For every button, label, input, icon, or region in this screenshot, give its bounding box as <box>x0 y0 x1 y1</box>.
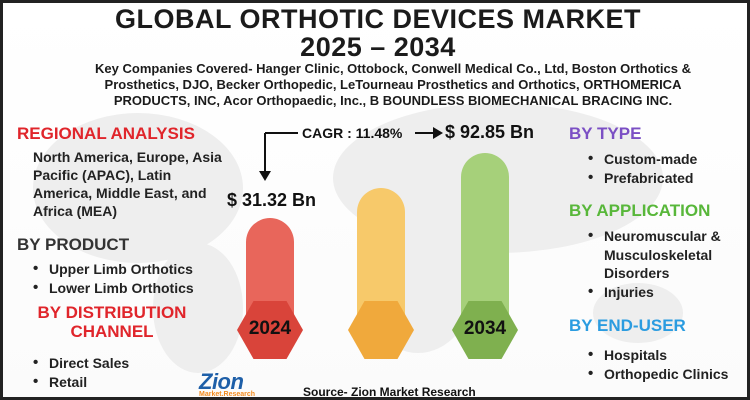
list-item: Direct Sales <box>31 354 191 373</box>
title-line-1: GLOBAL ORTHOTIC DEVICES MARKET <box>114 4 641 34</box>
list-item: Prefabricated <box>586 169 746 188</box>
year-label-2024: 2024 <box>248 318 292 339</box>
list-item: Upper Limb Orthotics <box>31 260 231 279</box>
list-item: Injuries <box>586 283 747 302</box>
by-application-heading: BY APPLICATION <box>569 201 711 220</box>
cagr-text: CAGR : 11.48% <box>302 125 403 141</box>
cagr-label: CAGR : 11.48% <box>302 125 402 141</box>
distribution-heading-line-1: BY DISTRIBUTION <box>37 303 187 322</box>
end-user-list: Hospitals Orthopedic Clinics <box>586 346 747 384</box>
distribution-list: Direct Sales Retail <box>31 354 191 391</box>
key-companies-text: Key Companies Covered- Hanger Clinic, Ot… <box>95 61 691 108</box>
distribution-heading-line-2: CHANNEL <box>70 322 154 341</box>
list-item: Neuromuscular & Musculoskeletal Disorder… <box>586 227 747 283</box>
map-shape-americas <box>33 113 243 263</box>
zion-logo-subtext: Market.Research <box>199 391 256 398</box>
list-item: Orthopedic Clinics <box>586 365 747 384</box>
list-item: Custom-made <box>586 150 746 169</box>
by-distribution-heading: BY DISTRIBUTION CHANNEL <box>17 303 207 341</box>
list-item: Lower Limb Orthotics <box>31 279 231 298</box>
page-title: GLOBAL ORTHOTIC DEVICES MARKET 2025 – 20… <box>3 4 747 62</box>
product-list: Upper Limb Orthotics Lower Limb Orthotic… <box>31 260 231 297</box>
value-2024: $ 31.32 Bn <box>227 190 317 210</box>
regional-analysis-heading: REGIONAL ANALYSIS <box>17 124 195 143</box>
list-item: Hospitals <box>586 346 747 365</box>
by-end-user-heading: BY END-USER <box>569 316 686 335</box>
zion-logo: Zion <box>199 369 244 394</box>
list-item: Retail <box>31 373 191 392</box>
title-line-2: 2025 – 2034 <box>300 32 456 62</box>
value-2034: $ 92.85 Bn <box>445 122 535 142</box>
application-list: Neuromuscular & Musculoskeletal Disorder… <box>586 227 747 302</box>
type-list: Custom-made Prefabricated <box>586 150 746 187</box>
year-label-2034: 2034 <box>463 318 507 339</box>
cagr-arrows <box>259 127 443 181</box>
source-text: Source- Zion Market Research <box>303 385 476 399</box>
by-type-heading: BY TYPE <box>569 124 642 143</box>
by-product-heading: BY PRODUCT <box>17 235 130 254</box>
regional-analysis-text: North America, Europe, Asia Pacific (APA… <box>33 149 222 219</box>
bar-middle <box>357 188 405 323</box>
bar-2034 <box>461 153 509 323</box>
